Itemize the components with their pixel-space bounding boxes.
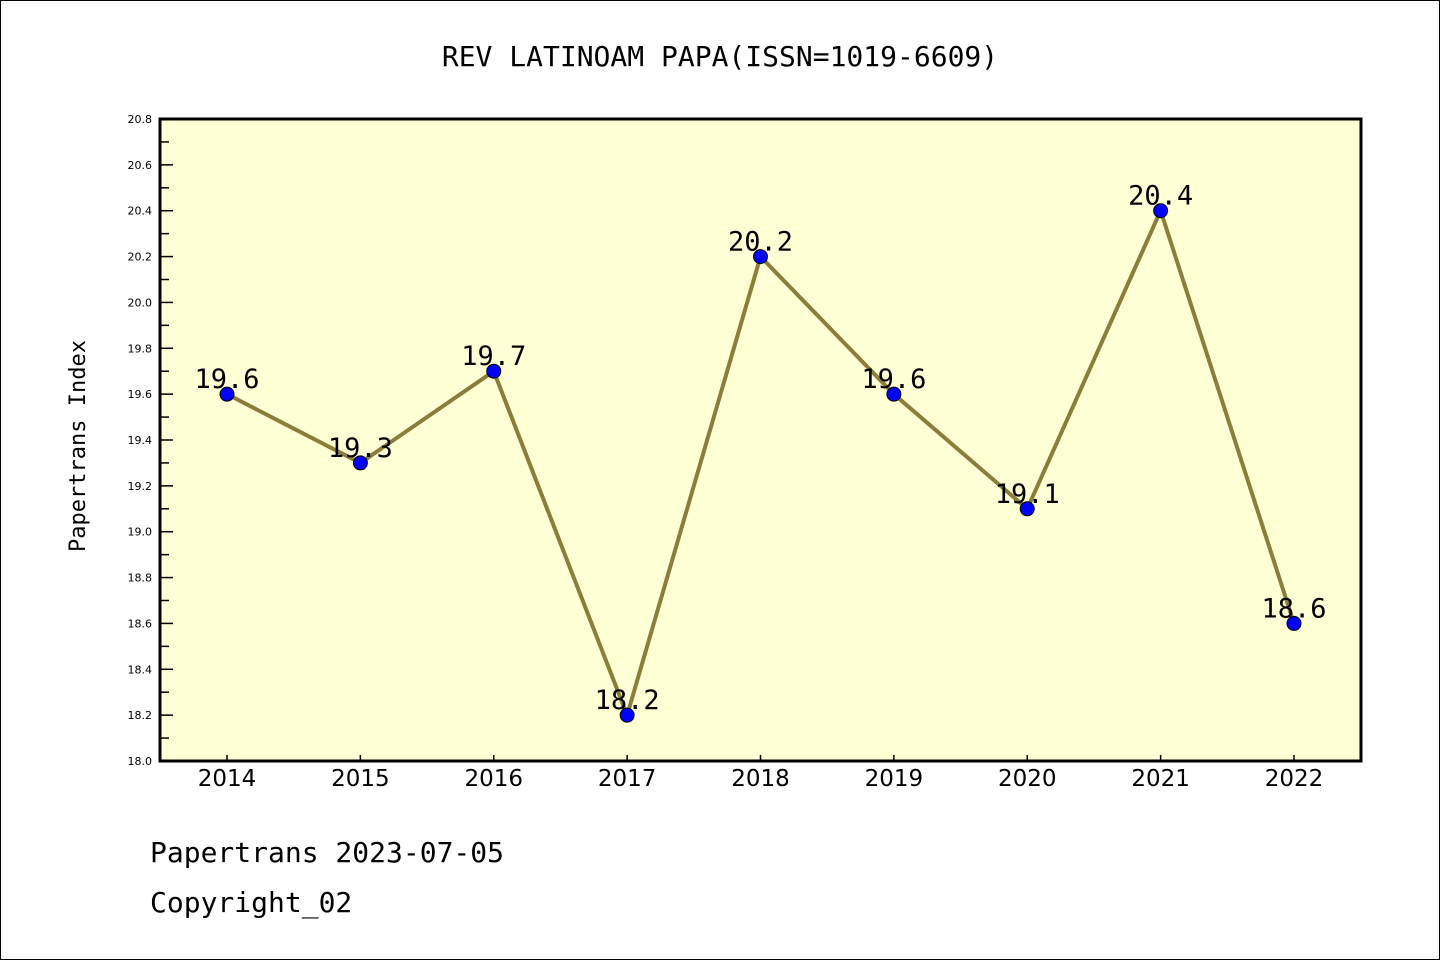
y-tick-label: 20.0 — [128, 296, 153, 309]
data-point — [486, 363, 502, 379]
data-label: 20.2 — [728, 227, 793, 258]
data-label: 19.6 — [861, 364, 926, 395]
y-tick-label: 20.4 — [128, 205, 153, 218]
data-label: 20.4 — [1128, 181, 1193, 212]
plot-area — [160, 119, 1361, 761]
x-tick-label: 2014 — [198, 766, 257, 792]
y-tick-label: 19.8 — [128, 342, 153, 355]
data-point — [619, 707, 635, 723]
data-label: 19.7 — [461, 341, 526, 372]
data-label: 18.2 — [595, 685, 660, 716]
data-point — [1019, 501, 1035, 517]
y-tick-label: 19.2 — [128, 480, 153, 493]
data-point — [753, 249, 768, 265]
x-tick-label: 2017 — [598, 766, 657, 792]
y-tick-label: 20.8 — [128, 113, 153, 126]
data-point — [352, 455, 368, 471]
y-tick-label: 20.6 — [128, 159, 153, 172]
data-point — [219, 386, 235, 402]
y-tick-label: 20.2 — [128, 251, 153, 264]
data-point — [886, 386, 902, 402]
footer-copyright: Copyright_02 — [150, 886, 353, 919]
y-tick-label: 19.0 — [128, 526, 153, 539]
data-point — [1153, 203, 1169, 219]
data-label: 19.1 — [995, 479, 1060, 510]
y-tick-label: 18.2 — [128, 709, 153, 722]
y-tick-label: 18.6 — [128, 617, 153, 630]
data-label: 18.6 — [1261, 593, 1326, 624]
x-tick-label: 2016 — [464, 766, 523, 792]
x-tick-label: 2021 — [1131, 766, 1190, 792]
y-tick-label: 18.8 — [128, 572, 153, 585]
x-tick-label: 2015 — [331, 766, 390, 792]
x-tick-label: 2020 — [998, 766, 1057, 792]
x-tick-label: 2019 — [865, 766, 924, 792]
x-tick-label: 2022 — [1265, 766, 1324, 792]
chart-title: REV LATINOAM PAPA(ISSN=1019-6609) — [442, 40, 998, 73]
y-tick-label: 19.4 — [128, 434, 153, 447]
y-axis-label: Papertrans Index — [66, 340, 91, 552]
footer-date: Papertrans 2023-07-05 — [150, 836, 505, 869]
y-tick-label: 18.0 — [128, 755, 153, 768]
data-label: 19.3 — [328, 433, 393, 464]
data-point — [1286, 615, 1302, 631]
y-tick-label: 18.4 — [128, 663, 153, 676]
data-label: 19.6 — [194, 364, 259, 395]
x-tick-label: 2018 — [731, 766, 790, 792]
y-tick-label: 19.6 — [128, 388, 153, 401]
plot-border — [158, 117, 1363, 763]
